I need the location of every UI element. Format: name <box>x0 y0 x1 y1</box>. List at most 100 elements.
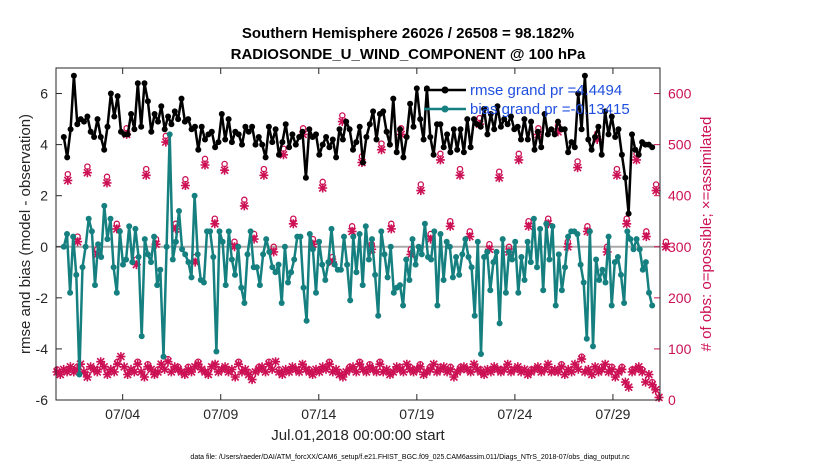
rmse-point <box>635 151 642 158</box>
bias-point <box>182 251 189 258</box>
data-file-footnote: data file: /Users/raeder/DAI/ATM_forcXX/… <box>190 454 630 461</box>
bias-point <box>172 238 179 245</box>
assimilated-obs-marker <box>479 370 489 379</box>
assimilated-obs-marker-glyph <box>641 232 651 242</box>
assimilated-obs-marker <box>331 364 341 374</box>
bias-point <box>325 259 332 266</box>
assimilated-obs-marker-glyph <box>220 165 230 175</box>
rmse-point <box>538 144 545 151</box>
bias-point <box>341 233 347 240</box>
assimilated-obs-marker-glyph <box>637 367 647 377</box>
assimilated-obs-marker <box>96 357 106 367</box>
assimilated-obs-marker <box>348 362 358 372</box>
assimilated-obs-marker <box>484 244 494 254</box>
assimilated-obs-marker <box>469 359 479 369</box>
assimilated-obs-marker-glyph <box>557 362 566 372</box>
bias-point <box>79 264 86 271</box>
rmse-point <box>508 113 514 120</box>
rmse-point <box>383 128 390 135</box>
x-tick-label: 07/24 <box>497 406 532 422</box>
bias-point <box>546 256 553 263</box>
rmse-point <box>319 141 326 148</box>
assimilated-obs-marker-glyph <box>520 364 529 374</box>
assimilated-obs-marker <box>314 367 324 377</box>
bias-point <box>188 274 195 281</box>
assimilated-obs-marker-glyph <box>361 367 371 377</box>
y2-tick-label: 100 <box>668 341 692 357</box>
rmse-point <box>272 126 279 133</box>
bias-point <box>642 259 649 266</box>
bias-point <box>537 225 544 232</box>
bias-point <box>530 215 537 222</box>
bias-point <box>499 236 506 243</box>
rmse-point <box>296 134 303 140</box>
assimilated-obs-marker <box>641 377 651 387</box>
assimilated-obs-marker-glyph <box>123 370 133 379</box>
rmse-point <box>390 95 397 102</box>
assimilated-obs-marker-glyph <box>99 362 109 372</box>
rmse-point <box>97 134 104 140</box>
assimilated-obs-marker-glyph <box>622 219 632 229</box>
assimilated-obs-marker <box>153 367 163 377</box>
assimilated-obs-marker-glyph <box>151 239 161 249</box>
assimilated-obs-marker <box>382 364 392 374</box>
assimilated-obs-marker-glyph <box>230 372 240 382</box>
bias-point <box>378 228 385 235</box>
bias-point <box>160 353 167 360</box>
rmse-point <box>575 90 582 97</box>
assimilated-obs-marker <box>597 364 607 374</box>
rmse-point <box>437 121 444 128</box>
rmse-point <box>289 131 296 138</box>
rmse-point <box>158 103 165 110</box>
assimilated-obs-marker <box>190 257 200 267</box>
rmse-point <box>336 126 343 133</box>
assimilated-obs-marker <box>200 160 210 170</box>
assimilated-obs-marker <box>398 367 408 377</box>
assimilated-obs-marker <box>557 362 566 372</box>
rmse-point <box>339 136 346 143</box>
assimilated-obs-marker-glyph <box>277 370 287 379</box>
rmse-point <box>605 131 612 138</box>
assimilated-obs-marker-glyph <box>261 367 270 377</box>
rmse-point <box>91 134 98 140</box>
assimilated-obs-marker <box>210 359 220 369</box>
bias-point <box>459 251 466 258</box>
rmse-point <box>124 131 131 138</box>
assimilated-obs-marker-glyph <box>113 359 122 369</box>
bias-point <box>515 289 522 296</box>
assimilated-obs-marker-glyph <box>314 367 324 377</box>
assimilated-obs-marker-glyph <box>79 367 89 377</box>
assimilated-obs-marker <box>533 362 543 372</box>
rmse-point <box>306 126 313 133</box>
rmse-point <box>356 123 363 130</box>
assimilated-obs-marker <box>102 370 112 379</box>
assimilated-obs-marker <box>298 359 307 369</box>
assimilated-obs-marker-glyph <box>570 359 580 369</box>
rmse-point <box>578 126 585 133</box>
assimilated-obs-marker <box>187 367 196 377</box>
rmse-point <box>608 113 615 120</box>
rmse-point <box>104 123 111 130</box>
bias-point <box>113 289 120 296</box>
bias-point <box>375 312 382 319</box>
assimilated-obs-marker-glyph <box>63 175 73 185</box>
bias-point <box>179 246 186 253</box>
bias-point <box>269 264 276 271</box>
assimilated-obs-marker-glyph <box>416 186 426 196</box>
rmse-point <box>279 139 286 146</box>
bias-point <box>104 236 111 243</box>
bias-point <box>92 282 98 289</box>
assimilated-obs-marker <box>328 257 337 267</box>
assimilated-obs-marker <box>288 219 298 229</box>
bias-point <box>512 238 519 245</box>
assimilated-obs-marker-glyph <box>620 377 630 387</box>
bias-point <box>166 131 173 138</box>
assimilated-obs-marker-glyph <box>597 364 607 374</box>
rmse-point <box>450 126 457 133</box>
rmse-point <box>161 126 168 133</box>
bias-point <box>347 297 354 304</box>
rmse-point <box>447 149 454 156</box>
y-tick-label: 0 <box>40 239 48 255</box>
bias-point <box>285 279 291 286</box>
